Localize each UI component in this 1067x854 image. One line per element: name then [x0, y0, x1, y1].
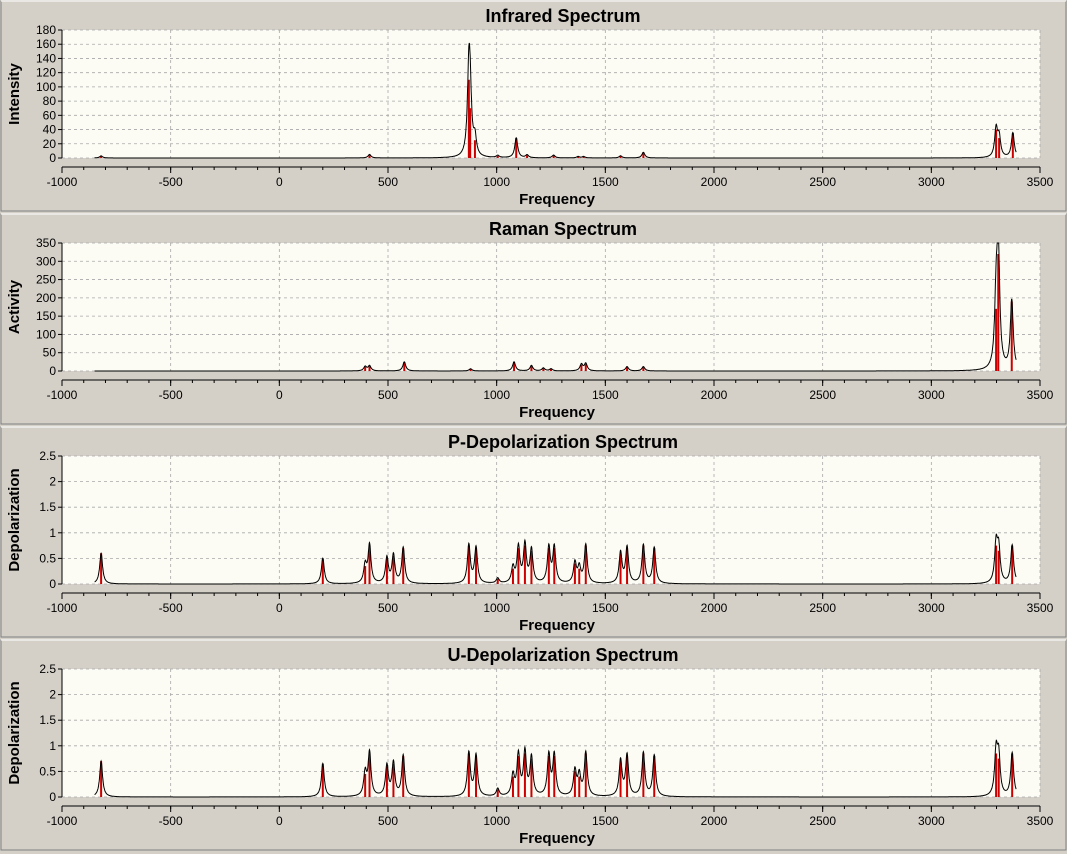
y-tick-label: 1.5: [39, 713, 56, 727]
x-tick-label: 0: [276, 388, 283, 402]
y-tick-label: 40: [43, 123, 57, 137]
y-tick-label: 350: [36, 236, 56, 250]
x-tick-label: 0: [276, 175, 283, 189]
x-tick-label: 2000: [701, 175, 728, 189]
y-tick-label: 2.5: [39, 662, 56, 676]
y-tick-label: 2.5: [39, 449, 56, 463]
chart-title: U-Depolarization Spectrum: [447, 645, 678, 665]
x-tick-label: 3500: [1027, 388, 1054, 402]
y-tick-label: 2: [49, 688, 56, 702]
x-tick-label: -500: [159, 175, 183, 189]
y-axis-label: Depolarization: [6, 468, 23, 571]
x-tick-label: 0: [276, 601, 283, 615]
x-tick-label: 1000: [483, 814, 510, 828]
x-tick-label: 2000: [701, 814, 728, 828]
x-axis-label: Frequency: [519, 617, 596, 634]
y-tick-label: 50: [43, 346, 57, 360]
chart-title: Raman Spectrum: [489, 219, 637, 239]
x-tick-label: 3500: [1027, 175, 1054, 189]
plot-area: [62, 669, 1040, 797]
y-tick-label: 0: [49, 151, 56, 165]
x-tick-label: 3000: [918, 601, 945, 615]
x-tick-label: -1000: [47, 388, 78, 402]
y-tick-label: 20: [43, 137, 57, 151]
x-tick-label: 3500: [1027, 601, 1054, 615]
y-tick-label: 150: [36, 309, 56, 323]
y-tick-label: 60: [43, 108, 57, 122]
x-tick-label: 2500: [809, 175, 836, 189]
x-tick-label: 0: [276, 814, 283, 828]
y-tick-label: 100: [36, 80, 56, 94]
y-tick-label: 0.5: [39, 551, 56, 565]
x-tick-label: 1500: [592, 388, 619, 402]
chart-panel-1: Infrared Spectrum02040608010012014016018…: [0, 0, 1067, 212]
x-tick-label: 1500: [592, 814, 619, 828]
x-tick-label: -1000: [47, 814, 78, 828]
y-tick-label: 160: [36, 37, 56, 51]
x-axis-label: Frequency: [519, 404, 596, 421]
x-tick-label: -500: [159, 601, 183, 615]
spectrum-curve: [94, 739, 1017, 798]
x-tick-label: -1000: [47, 601, 78, 615]
y-tick-label: 0: [49, 577, 56, 591]
x-tick-label: -500: [159, 814, 183, 828]
x-axis-label: Frequency: [519, 830, 596, 847]
x-tick-label: 3500: [1027, 814, 1054, 828]
x-axis-label: Frequency: [519, 191, 596, 208]
y-axis-label: Intensity: [6, 63, 23, 125]
y-tick-label: 1.5: [39, 500, 56, 514]
y-tick-label: 80: [43, 94, 57, 108]
x-tick-label: 1000: [483, 388, 510, 402]
y-tick-label: 0: [49, 364, 56, 378]
x-tick-label: 2000: [701, 388, 728, 402]
x-tick-label: 3000: [918, 388, 945, 402]
x-tick-label: 2500: [809, 601, 836, 615]
y-tick-label: 1: [49, 739, 56, 753]
x-tick-label: 1500: [592, 601, 619, 615]
spectrum-curve: [94, 242, 1017, 372]
x-tick-label: 3000: [918, 814, 945, 828]
x-tick-label: 3000: [918, 175, 945, 189]
x-tick-label: 500: [378, 388, 398, 402]
y-tick-label: 250: [36, 273, 56, 287]
y-tick-label: 0: [49, 790, 56, 804]
chart-panel-2: Raman Spectrum 0 50 100 150 200 250 300 350 Activ…: [0, 213, 1067, 425]
x-tick-label: 500: [378, 601, 398, 615]
y-tick-label: 140: [36, 51, 56, 65]
chart-title: Infrared Spectrum: [485, 6, 640, 26]
y-tick-label: 180: [36, 23, 56, 37]
chart-title: P-Depolarization Spectrum: [448, 432, 678, 452]
chart-panel-4: U-Depolarization Spectrum 0 0.5 1 1.5 2 2.5 Dep…: [0, 639, 1067, 851]
x-tick-label: 2500: [809, 388, 836, 402]
x-tick-label: 500: [378, 175, 398, 189]
y-tick-label: 1: [49, 526, 56, 540]
x-tick-label: 500: [378, 814, 398, 828]
y-axis-label: Depolarization: [6, 681, 23, 784]
x-tick-label: -1000: [47, 175, 78, 189]
x-tick-label: 2000: [701, 601, 728, 615]
spectrum-curve: [94, 533, 1017, 585]
x-tick-label: 1000: [483, 601, 510, 615]
plot-area: [62, 456, 1040, 584]
x-tick-label: 1000: [483, 175, 510, 189]
y-axis-label: Activity: [6, 279, 23, 334]
y-tick-label: 200: [36, 291, 56, 305]
spectrum-curve: [94, 42, 1017, 159]
y-tick-label: 120: [36, 66, 56, 80]
plot-area: [62, 30, 1040, 158]
x-tick-label: -500: [159, 388, 183, 402]
plot-area: [62, 243, 1040, 371]
y-tick-label: 300: [36, 254, 56, 268]
chart-panel-3: P-Depolarization Spectrum 0 0.5 1 1.5 2 2.5 Dep…: [0, 426, 1067, 638]
y-tick-label: 0.5: [39, 764, 56, 778]
y-tick-label: 100: [36, 327, 56, 341]
x-tick-label: 2500: [809, 814, 836, 828]
x-tick-label: 1500: [592, 175, 619, 189]
y-tick-label: 2: [49, 475, 56, 489]
